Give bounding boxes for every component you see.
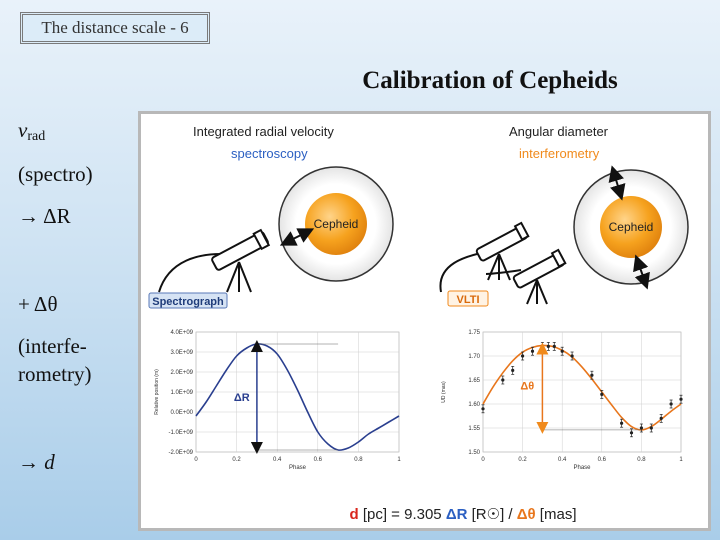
formula-d: d bbox=[350, 506, 359, 523]
x-axis-label: Phase bbox=[289, 465, 307, 471]
x-tick-label: 0.6 bbox=[314, 457, 323, 463]
slide-title: Calibration of Cepheids bbox=[362, 67, 618, 94]
spectrograph-label: Spectrograph bbox=[152, 296, 224, 308]
note-vrad: vrad bbox=[18, 118, 45, 145]
formula-sun-sym: ☉ bbox=[487, 506, 500, 523]
formula-dr: ΔR bbox=[446, 506, 468, 523]
note-arrow-d: → d bbox=[18, 450, 55, 474]
vlti-label: VLTI bbox=[456, 294, 479, 306]
angular-diameter-chart: 0 0.2 0.4 0.6 0.8 1 1.75 1.70 1.65 1.60 1.55 1.50 Ph… bbox=[441, 330, 683, 471]
data-point bbox=[560, 349, 564, 353]
figure-svg: Integrated radial velocity spectroscopy … bbox=[148, 124, 689, 523]
note-spectro: (spectro) bbox=[18, 162, 93, 186]
data-point bbox=[521, 354, 525, 358]
note-plus-dtheta: + Δθ bbox=[18, 292, 58, 316]
x-tick-label: 0.4 bbox=[558, 457, 567, 463]
data-point bbox=[546, 344, 550, 348]
fit-curve-diameter bbox=[482, 344, 682, 431]
x-tick-label: 0 bbox=[481, 457, 485, 463]
data-point bbox=[629, 431, 634, 435]
data-point bbox=[530, 349, 535, 353]
y-tick-label: 1.60 bbox=[468, 402, 480, 408]
data-point bbox=[590, 373, 594, 377]
slide-tag: The distance scale - 6 bbox=[20, 12, 210, 44]
data-point bbox=[511, 368, 515, 372]
x-tick-label: 0.2 bbox=[518, 457, 527, 463]
y-tick-label: 0.0E+00 bbox=[170, 410, 193, 416]
left-panel-subheading: spectroscopy bbox=[231, 146, 308, 161]
right-top-arrow-icon bbox=[608, 165, 626, 201]
data-point bbox=[659, 416, 663, 420]
y-tick-label: 1.75 bbox=[468, 330, 480, 336]
note-vrad-v: v bbox=[18, 118, 28, 142]
y-tick-label: 1.65 bbox=[468, 378, 480, 384]
formula-mas: [mas] bbox=[536, 506, 577, 523]
y-tick-label: -1.0E+09 bbox=[168, 430, 193, 436]
note-vrad-sub: rad bbox=[27, 129, 46, 144]
plot-area bbox=[482, 331, 682, 453]
y-axis-label: Relative position (m) bbox=[154, 369, 160, 415]
y-tick-label: 1.50 bbox=[468, 450, 480, 456]
y-tick-label: 1.55 bbox=[468, 426, 480, 432]
cepheid-figure: Integrated radial velocity spectroscopy … bbox=[138, 111, 711, 531]
distance-formula: d [pc] = 9.305 ΔR [R☉] / Δθ [mas] bbox=[350, 506, 577, 523]
x-tick-label: 1 bbox=[679, 457, 683, 463]
spectrograph-label-box bbox=[148, 292, 228, 309]
formula-rsun: [R bbox=[467, 506, 486, 523]
y-axis-label: UD (mas) bbox=[441, 381, 447, 403]
right-star-icon bbox=[600, 196, 662, 258]
x-tick-label: 0.4 bbox=[273, 457, 282, 463]
data-point bbox=[649, 426, 653, 430]
delta-theta-annotation: Δθ bbox=[520, 381, 534, 393]
data-point bbox=[620, 421, 624, 425]
data-point bbox=[639, 426, 643, 430]
left-telescope-icon bbox=[158, 228, 271, 293]
slide-tag-text: The distance scale - 6 bbox=[41, 18, 189, 37]
y-tick-label: 1.70 bbox=[468, 354, 480, 360]
x-axis-label: Phase bbox=[573, 465, 591, 471]
data-point bbox=[679, 397, 683, 401]
note-interf-2: rometry) bbox=[18, 362, 92, 386]
radial-velocity-chart: 0 0.2 0.4 0.6 0.8 1 4.0E+09 3.0E+09 2.0E+09 1.0E+… bbox=[154, 330, 401, 471]
data-point bbox=[501, 378, 505, 382]
formula-pc: [pc] = 9.305 bbox=[359, 506, 446, 523]
left-star-label: Cepheid bbox=[314, 217, 359, 231]
y-tick-label: 2.0E+09 bbox=[170, 370, 193, 376]
right-star-graphic: Cepheid bbox=[573, 165, 689, 290]
x-tick-label: 1 bbox=[397, 457, 401, 463]
vlti-label-box bbox=[447, 290, 489, 307]
right-panel-heading: Angular diameter bbox=[509, 124, 609, 139]
x-tick-label: 0.8 bbox=[637, 457, 646, 463]
formula-dtheta: Δθ bbox=[517, 506, 536, 523]
left-radial-arrow-icon bbox=[279, 228, 315, 246]
delta-r-annotation: ΔR bbox=[234, 392, 250, 404]
data-point bbox=[570, 354, 574, 358]
x-tick-label: 0.8 bbox=[354, 457, 363, 463]
data-point bbox=[600, 392, 604, 396]
right-star-label: Cepheid bbox=[609, 220, 654, 234]
left-star-graphic: Cepheid bbox=[278, 166, 394, 282]
note-interf-1: (interfe- bbox=[18, 334, 87, 358]
right-bottom-arrow-icon bbox=[633, 254, 650, 290]
y-tick-label: 4.0E+09 bbox=[170, 330, 193, 336]
x-tick-label: 0.2 bbox=[232, 457, 241, 463]
data-point bbox=[481, 407, 485, 411]
data-point bbox=[669, 402, 673, 406]
y-tick-label: 3.0E+09 bbox=[170, 350, 193, 356]
x-tick-label: 0.6 bbox=[598, 457, 607, 463]
data-point bbox=[540, 344, 544, 348]
y-tick-label: 1.0E+09 bbox=[170, 390, 193, 396]
right-telescopes-icon bbox=[439, 221, 567, 305]
formula-rbr: ] / bbox=[500, 506, 517, 523]
x-tick-label: 0 bbox=[194, 457, 198, 463]
data-point bbox=[552, 344, 556, 348]
left-star-icon bbox=[305, 193, 367, 255]
right-panel-subheading: interferometry bbox=[519, 146, 600, 161]
series-line-position bbox=[195, 343, 400, 451]
note-arrow-dr: → ΔR bbox=[18, 204, 71, 228]
left-panel-heading: Integrated radial velocity bbox=[193, 124, 334, 139]
y-tick-label: -2.0E+09 bbox=[168, 450, 193, 456]
